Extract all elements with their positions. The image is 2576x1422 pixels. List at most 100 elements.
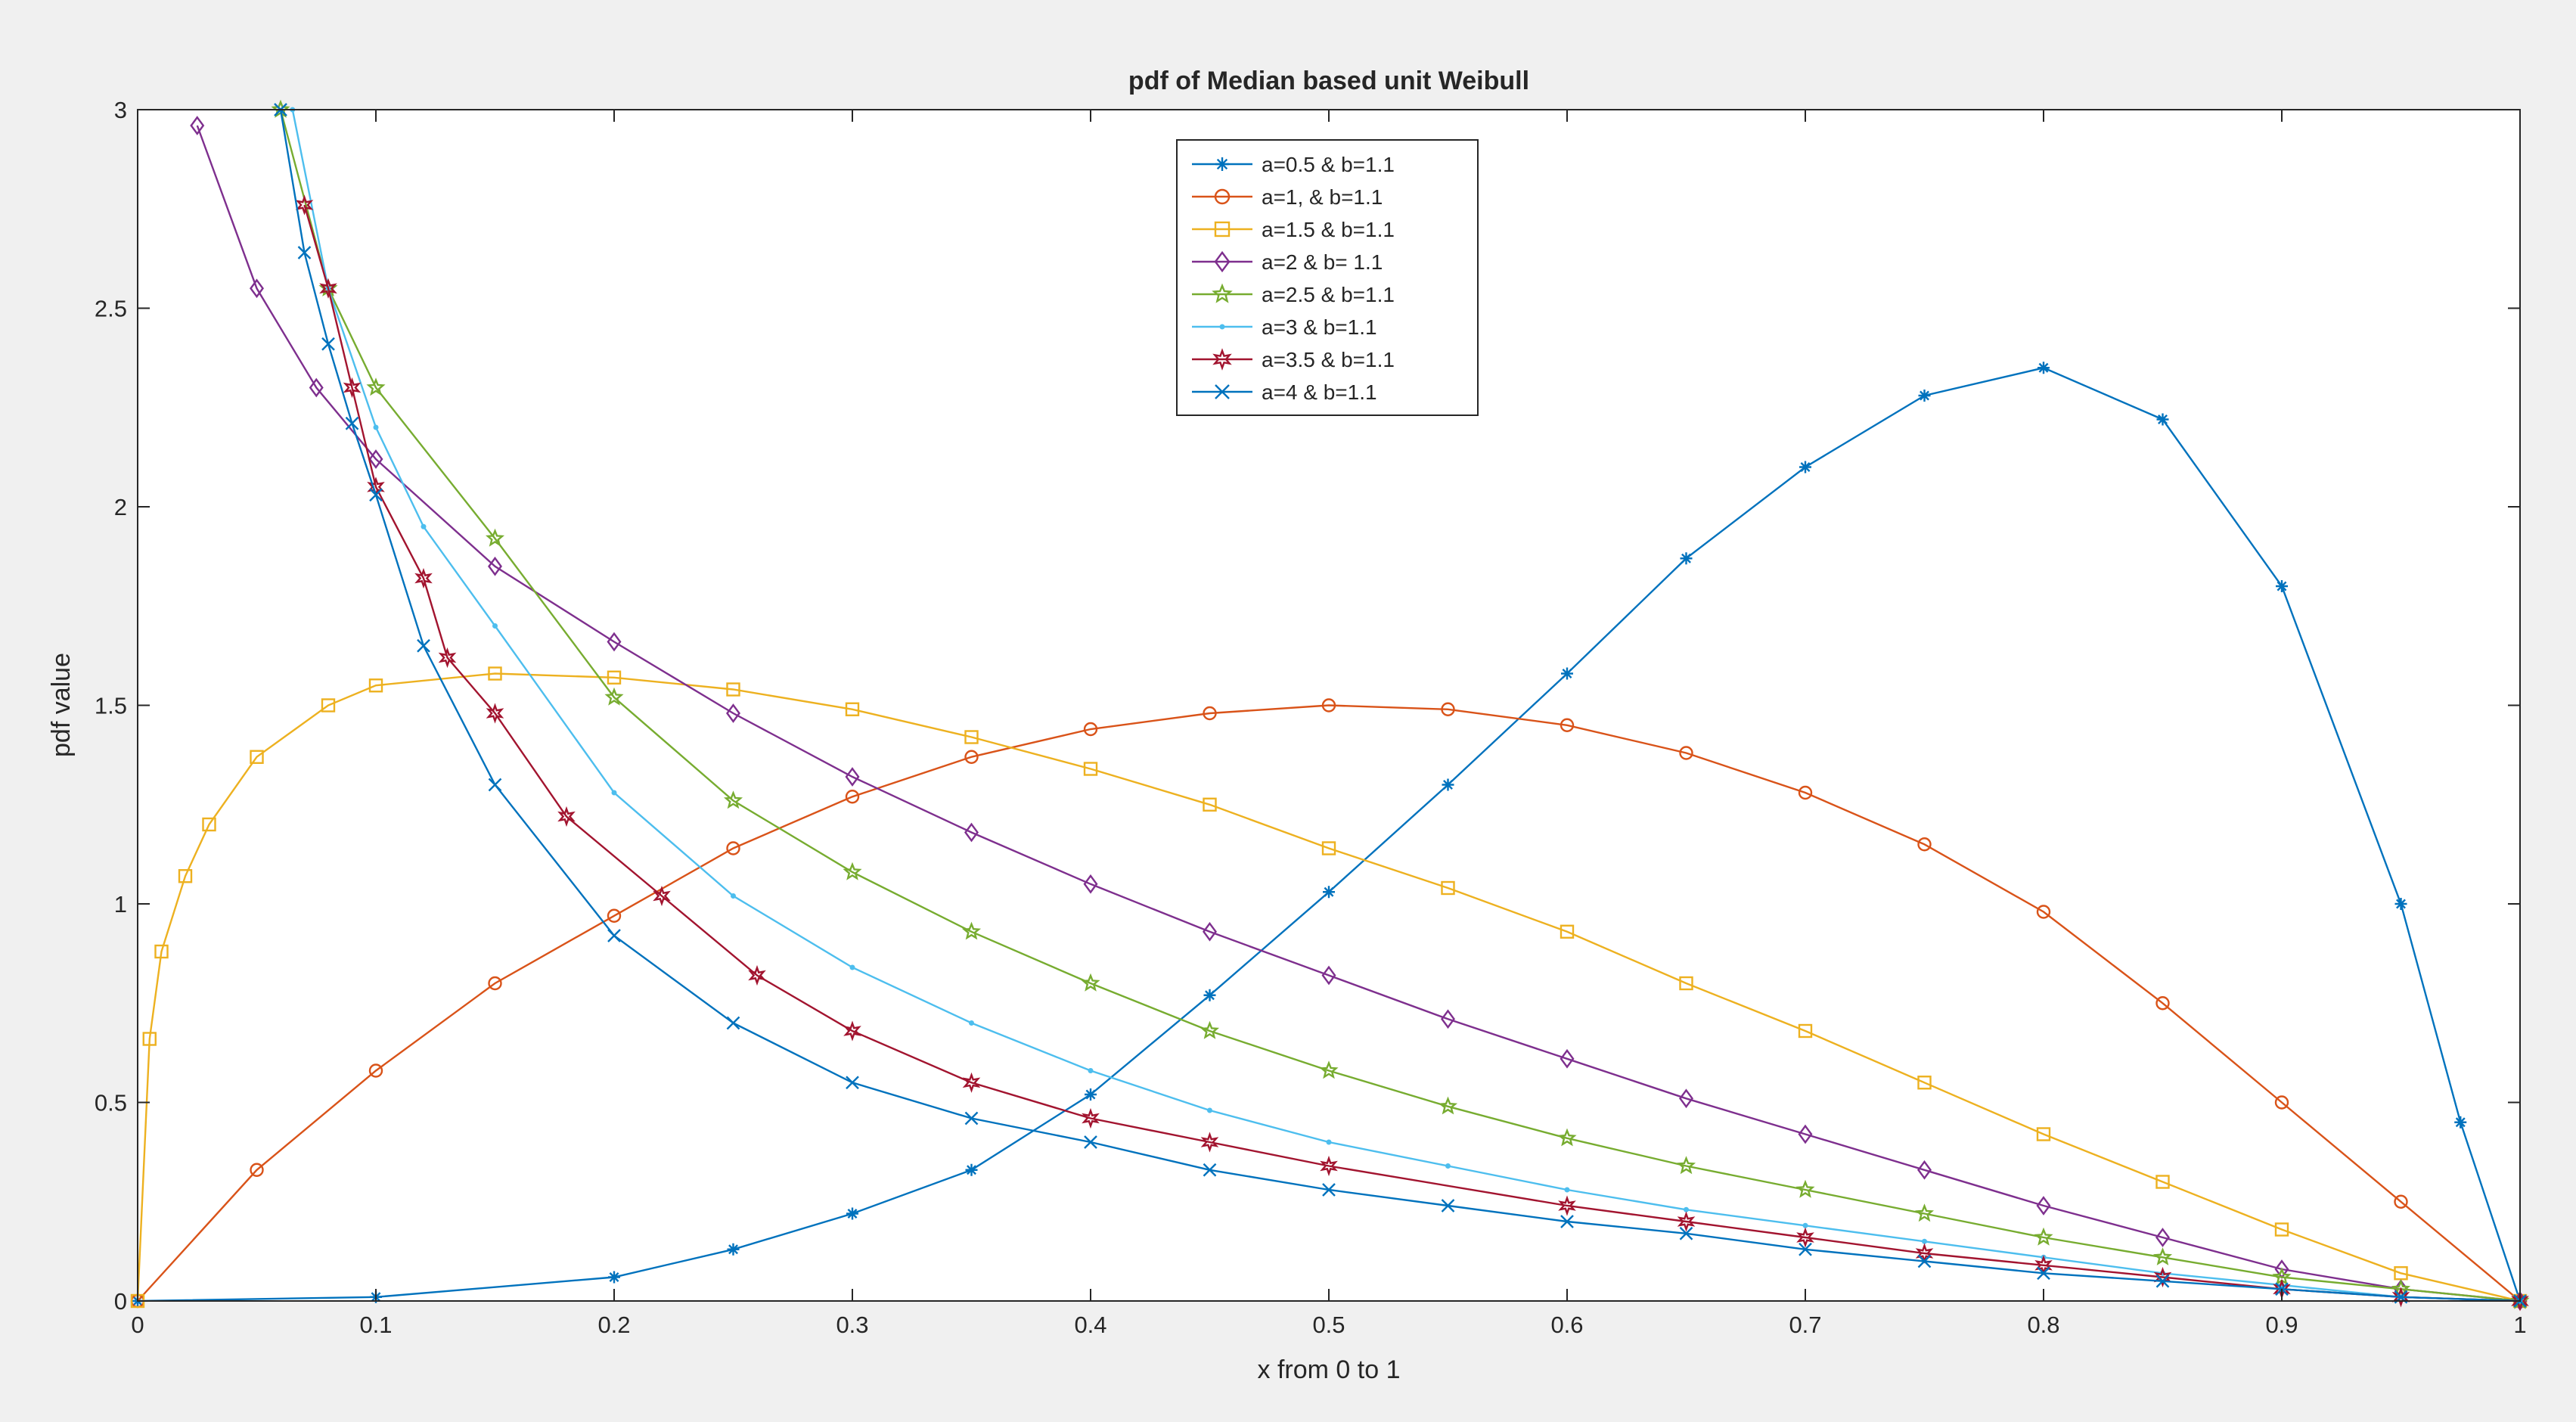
data-point-cross — [1560, 1215, 1574, 1228]
x-tick-label: 0.1 — [359, 1312, 392, 1338]
data-point-asterisk — [2156, 413, 2169, 426]
data-point-pentagram — [1319, 1060, 1339, 1079]
legend-entry: a=1, & b=1.1 — [1192, 185, 1383, 209]
legend-label: a=2 & b= 1.1 — [1262, 250, 1383, 274]
data-point-diamond — [845, 767, 860, 787]
data-point-asterisk — [2454, 1116, 2467, 1129]
data-point-asterisk — [1203, 989, 1216, 1001]
data-point-square — [142, 1032, 157, 1046]
data-point-pentagram — [485, 528, 505, 547]
data-point-hexagram — [414, 567, 433, 589]
data-point-cross — [1799, 1242, 1812, 1256]
data-point-pentagram — [2034, 1227, 2053, 1246]
data-point-square — [1203, 797, 1217, 812]
data-point-circle — [368, 1063, 383, 1078]
data-point-hexagram — [843, 1020, 861, 1042]
data-point-square — [1798, 1023, 1813, 1039]
y-tick-label: 3 — [114, 97, 127, 123]
y-tick-label: 1 — [114, 891, 127, 917]
data-point-point — [1564, 1187, 1570, 1193]
data-point-asterisk — [1442, 778, 1454, 791]
data-point-cross — [1203, 1163, 1217, 1177]
data-point-circle — [250, 1163, 264, 1177]
legend-label: a=1, & b=1.1 — [1262, 185, 1383, 209]
y-tick-label: 0 — [114, 1288, 127, 1315]
data-point-hexagram — [653, 885, 671, 907]
data-point-pentagram — [366, 377, 386, 396]
data-point-cross — [2037, 1266, 2050, 1281]
x-tick-label: 0.6 — [1550, 1312, 1583, 1338]
legend-label: a=3 & b=1.1 — [1262, 315, 1377, 339]
data-point-point — [1802, 1222, 1808, 1228]
series-line — [137, 367, 2522, 1302]
y-tick-label: 1.5 — [95, 693, 127, 719]
data-point-hexagram — [2153, 1266, 2172, 1288]
data-point-square — [321, 698, 336, 713]
data-point-square — [964, 730, 979, 744]
data-point-pentagram — [1200, 1020, 1220, 1039]
data-point-hexagram — [1212, 348, 1232, 371]
data-point-square — [2155, 1175, 2170, 1189]
x-tick-label: 0.9 — [2265, 1312, 2298, 1338]
series-4 — [190, 116, 2528, 1311]
data-point-point — [1088, 1068, 1094, 1073]
data-point-square — [1441, 880, 1455, 896]
data-point-pentagram — [723, 790, 743, 809]
data-point-point — [1922, 1238, 1927, 1244]
legend-entry: a=3 & b=1.1 — [1192, 315, 1377, 339]
data-point-cross — [607, 929, 621, 942]
data-point-pentagram — [1914, 1203, 1935, 1222]
x-tick-label: 0.3 — [836, 1312, 868, 1338]
data-point-asterisk — [1561, 667, 1573, 680]
data-point-square — [845, 702, 860, 716]
data-point-asterisk — [1799, 461, 1811, 473]
data-point-hexagram — [438, 647, 457, 669]
data-point-cross — [1441, 1199, 1455, 1212]
data-point-diamond — [1083, 874, 1098, 894]
data-point-point — [1684, 1206, 1689, 1212]
data-point-cross — [369, 488, 383, 502]
legend-label: a=4 & b=1.1 — [1262, 380, 1377, 404]
data-point-diamond — [368, 449, 383, 469]
data-point-diamond — [488, 556, 502, 576]
data-point-asterisk — [2038, 362, 2050, 374]
data-point-hexagram — [748, 964, 766, 986]
data-point-square — [1679, 976, 1693, 991]
data-point-circle — [964, 750, 979, 764]
data-point-cross — [1917, 1254, 1932, 1268]
data-point-circle — [2274, 1095, 2289, 1110]
data-point-point — [1326, 1139, 1332, 1145]
data-point-circle — [607, 908, 622, 923]
data-point-circle — [2394, 1194, 2408, 1209]
data-point-circle — [1321, 698, 1336, 713]
y-tick-label: 2 — [114, 494, 127, 520]
data-point-cross — [345, 416, 359, 430]
data-point-circle — [1441, 702, 1455, 716]
data-point-asterisk — [727, 1243, 740, 1256]
data-point-circle — [1917, 837, 1932, 852]
legend-box — [1176, 139, 1479, 416]
data-point-square — [1917, 1076, 1932, 1090]
data-point-square — [1083, 762, 1098, 776]
data-point-pentagram — [1438, 1096, 1458, 1115]
data-point-diamond — [1917, 1160, 1932, 1180]
data-point-hexagram — [319, 278, 337, 299]
data-point-cross — [297, 246, 312, 259]
data-point-circle — [1214, 188, 1231, 205]
data-point-point — [731, 893, 736, 899]
series-line — [279, 109, 2521, 1302]
data-point-pentagram — [1676, 1156, 1696, 1175]
data-point-square — [250, 750, 264, 764]
data-point-hexagram — [2511, 1290, 2529, 1312]
data-point-square — [154, 944, 169, 959]
data-point-cross — [1322, 1183, 1336, 1197]
series-line — [279, 109, 2521, 1302]
data-point-square — [1321, 841, 1336, 855]
legend-entry: a=2.5 & b=1.1 — [1192, 283, 1395, 306]
data-point-point — [969, 1020, 974, 1026]
data-point-cross — [1679, 1226, 1693, 1240]
legend-entry: a=4 & b=1.1 — [1192, 380, 1377, 404]
series-line — [291, 109, 2521, 1302]
legend: a=0.5 & b=1.1 a=1, & b=1.1 a=1.5 & b=1.1 a=… — [1176, 139, 1479, 416]
